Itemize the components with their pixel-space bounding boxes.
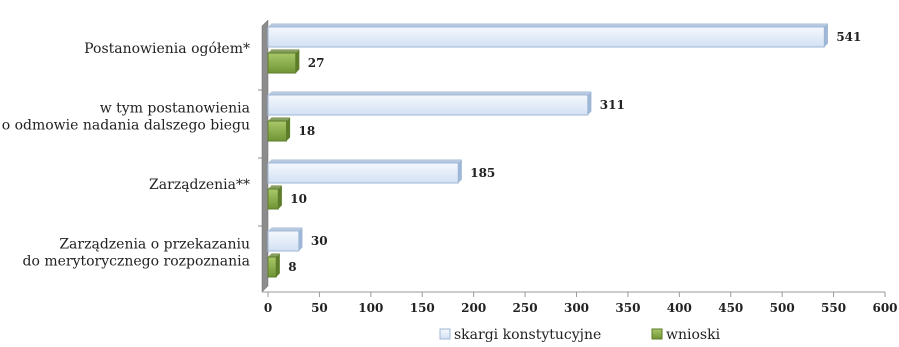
x-tick-label: 500 (770, 301, 795, 315)
bar-top-face (268, 253, 280, 257)
category-label: w tym postanowienia o odmowie nadania dal… (2, 101, 250, 134)
x-tick-label: 600 (872, 301, 897, 315)
legend-swatch (651, 328, 663, 340)
category-label-line: Zarządzenia** (149, 177, 250, 193)
bar (267, 188, 279, 210)
bar-value-label: 10 (290, 192, 307, 206)
bar-side-face (587, 91, 592, 115)
bar-value-label: 311 (600, 98, 625, 112)
bar-value-label: 18 (299, 124, 316, 138)
bar-group: 8 (267, 253, 297, 278)
bar-top-face (268, 185, 282, 189)
category-label-line: o odmowie nadania dalszego biegu (2, 118, 250, 134)
legend: skargi konstytucyjne wnioski (439, 327, 721, 343)
category-labels: Postanowienia ogółem* w tym postanowienia… (2, 41, 250, 270)
bar-side-face (278, 185, 282, 209)
x-tick-label: 550 (821, 301, 846, 315)
bar-top-face (268, 23, 828, 27)
x-tick-label: 200 (461, 301, 486, 315)
bar-value-label: 27 (308, 56, 325, 70)
chart-wall (261, 19, 269, 293)
bar (267, 256, 277, 278)
category-label: Zarządzenia o przekazaniu do merytoryczne… (23, 237, 251, 270)
bar-group: 10 (267, 185, 307, 210)
bar-value-label: 185 (470, 166, 495, 180)
bar (267, 52, 297, 74)
x-axis: 0 50 100 150 200 250 300 350 400 450 500 550 600 (258, 89, 898, 315)
x-tick-label: 350 (615, 301, 640, 315)
bar-side-face (458, 159, 462, 183)
bar-value-label: 541 (836, 30, 861, 44)
bar (267, 26, 825, 48)
x-tick-label: 450 (718, 301, 743, 315)
legend-item: skargi konstytucyjne (439, 327, 601, 343)
bar-side-face (824, 23, 828, 47)
x-tick-label: 0 (264, 301, 272, 315)
category-label-line: Postanowienia ogółem* (84, 41, 250, 57)
bar-group: 541 (267, 23, 861, 48)
bars-layer: 541 27 311 18 185 10 30 8 (267, 23, 861, 278)
bar-top-face (268, 159, 462, 163)
bar (267, 230, 300, 252)
x-tick-label: 50 (311, 301, 328, 315)
category-label: Zarządzenia** (149, 177, 250, 193)
bar-top-face (268, 227, 303, 231)
bar-group: 18 (267, 117, 316, 142)
category-label-line: Zarządzenia o przekazaniu (59, 237, 250, 253)
x-tick-label: 400 (667, 301, 692, 315)
bar (267, 120, 288, 142)
chart-wall-side (261, 19, 269, 293)
bar-value-label: 8 (288, 260, 296, 274)
bar-group: 185 (267, 159, 495, 184)
bar-group: 27 (267, 49, 325, 74)
bar-top-face (268, 117, 291, 121)
bar-top-face (268, 49, 300, 53)
bar-side-face (295, 49, 300, 73)
bar-group: 30 (267, 227, 328, 252)
bar-group: 311 (267, 91, 625, 116)
bar (267, 94, 589, 116)
legend-label: skargi konstytucyjne (454, 327, 601, 343)
bar-value-label: 30 (311, 234, 328, 248)
bar-top-face (268, 91, 592, 95)
bar-side-face (286, 117, 291, 141)
legend-swatch (439, 328, 451, 340)
x-tick-label: 250 (513, 301, 538, 315)
bar-side-face (276, 253, 280, 277)
bar-side-face (298, 227, 303, 251)
category-label-line: do merytorycznego rozpoznania (23, 254, 251, 270)
x-tick-label: 150 (410, 301, 435, 315)
x-tick-label: 300 (564, 301, 589, 315)
category-label-line: w tym postanowienia (100, 101, 250, 117)
legend-item: wnioski (651, 327, 721, 343)
legend-label: wnioski (666, 327, 721, 343)
category-label: Postanowienia ogółem* (84, 41, 250, 57)
bar (267, 162, 459, 184)
x-tick-label: 100 (358, 301, 383, 315)
